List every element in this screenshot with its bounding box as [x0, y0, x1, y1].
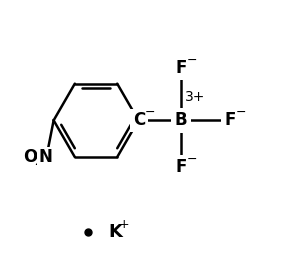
Text: −: −	[187, 153, 197, 166]
Text: B: B	[174, 111, 187, 129]
Text: O: O	[24, 148, 38, 166]
Text: −: −	[187, 54, 197, 67]
Text: 3+: 3+	[185, 90, 205, 104]
Text: F: F	[175, 59, 186, 77]
Text: 2: 2	[34, 157, 41, 167]
Text: F: F	[175, 158, 186, 176]
Text: K: K	[108, 223, 122, 241]
Text: C: C	[133, 111, 145, 129]
Text: −: −	[144, 106, 155, 119]
Text: −: −	[236, 106, 247, 119]
Text: +: +	[119, 218, 129, 231]
Text: N: N	[38, 148, 52, 166]
Text: F: F	[224, 111, 236, 129]
